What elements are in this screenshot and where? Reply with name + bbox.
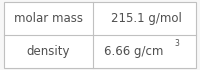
Text: 6.66 g/cm: 6.66 g/cm (104, 45, 164, 58)
Text: 3: 3 (175, 39, 179, 48)
Text: density: density (26, 45, 70, 58)
Text: molar mass: molar mass (14, 12, 83, 25)
Text: 215.1 g/mol: 215.1 g/mol (111, 12, 181, 25)
